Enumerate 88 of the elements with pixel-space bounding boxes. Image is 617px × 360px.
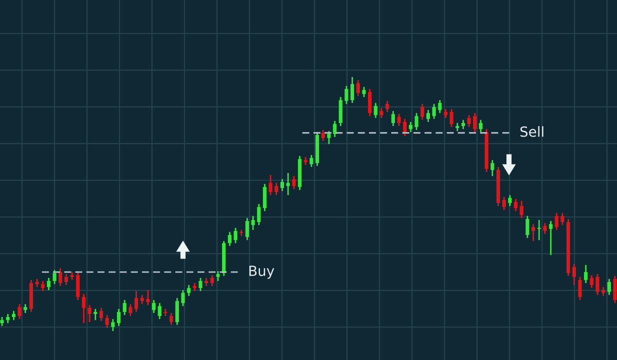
- candlestick: [292, 175, 296, 190]
- candlestick: [140, 294, 144, 305]
- candlestick: [408, 121, 412, 133]
- candlestick: [234, 227, 238, 244]
- candlestick: [380, 107, 384, 119]
- candlestick: [198, 277, 202, 292]
- candlestick: [187, 284, 191, 297]
- candlestick: [18, 303, 22, 320]
- candlestick: [572, 263, 576, 286]
- candlestick: [520, 200, 524, 219]
- candlestick: [310, 154, 314, 168]
- candlestick: [613, 275, 617, 304]
- candlestick: [514, 198, 518, 212]
- candlestick: [128, 303, 132, 317]
- candlestick: [478, 119, 483, 133]
- candlestick: [560, 212, 564, 226]
- ref-line-label: Sell: [520, 126, 544, 137]
- candlestick: [344, 85, 348, 105]
- candlestick: [82, 293, 86, 324]
- candlestick: [356, 79, 360, 97]
- candlestick: [473, 112, 477, 133]
- candlestick: [146, 289, 150, 306]
- candlestick: [41, 280, 45, 292]
- candlestick: [350, 76, 354, 104]
- candlestick: [327, 130, 331, 145]
- candlestick: [584, 264, 588, 284]
- candlestick: [362, 86, 366, 98]
- candlestick: [537, 219, 541, 241]
- candlestick: [386, 100, 390, 113]
- candlestick: [88, 304, 92, 323]
- candlestick: [461, 119, 466, 130]
- candlestick: [508, 194, 512, 207]
- candlestick: [169, 312, 174, 326]
- candlestick: [391, 110, 395, 127]
- candlestick: [590, 274, 594, 289]
- candlestick: [502, 196, 506, 211]
- candlestick: [578, 276, 582, 301]
- candlestick: [58, 267, 62, 287]
- candlestick: [6, 313, 10, 324]
- candlestick: [268, 174, 272, 196]
- ref-line-label: Buy: [249, 266, 274, 279]
- candlestick: [245, 217, 250, 241]
- candlestick: [52, 269, 56, 285]
- candlestick: [76, 271, 80, 301]
- candlestick: [554, 212, 558, 231]
- candlestick: [467, 114, 471, 128]
- candlestick: [490, 159, 494, 177]
- candlestick: [111, 318, 115, 332]
- candlestick: [158, 302, 162, 320]
- candlestick: [526, 215, 530, 239]
- candlestick: [420, 103, 424, 121]
- candlestick: [181, 289, 185, 307]
- candlestick: [134, 290, 138, 313]
- candlestick: [321, 129, 325, 142]
- candlestick: [12, 310, 16, 321]
- candlestick: [122, 299, 126, 316]
- candlestick: [105, 314, 109, 329]
- candlestick: [216, 270, 220, 282]
- candlestick: [46, 277, 51, 291]
- candlestick: [286, 172, 290, 196]
- candlestick: [531, 223, 536, 242]
- candlestick: [596, 273, 600, 296]
- candlestick: [543, 222, 547, 235]
- candlestick: [426, 109, 430, 123]
- candlestick: [450, 108, 454, 128]
- candlestick: [368, 88, 372, 117]
- candlestick: [280, 178, 284, 192]
- candlestick: [175, 297, 179, 326]
- candlestick: [94, 308, 98, 321]
- candlestick: [116, 308, 121, 327]
- candlestick: [438, 99, 442, 114]
- candlestick: [228, 231, 232, 247]
- candlestick: [414, 112, 418, 131]
- candlestick: [251, 215, 255, 231]
- candlestick: [374, 102, 378, 119]
- candlestick: [64, 273, 68, 286]
- candlestick: [274, 182, 278, 196]
- candlestick: [210, 274, 214, 287]
- candlestick: [607, 278, 611, 296]
- candlestick: [152, 299, 156, 314]
- candlestick: [338, 96, 342, 127]
- candlestick: [397, 113, 401, 127]
- candlestick: [99, 307, 104, 322]
- candlestick: [262, 183, 267, 212]
- candlestick: [432, 103, 436, 120]
- candlestick: [332, 120, 337, 138]
- candlestick: [257, 203, 261, 226]
- candlestick: [548, 220, 553, 256]
